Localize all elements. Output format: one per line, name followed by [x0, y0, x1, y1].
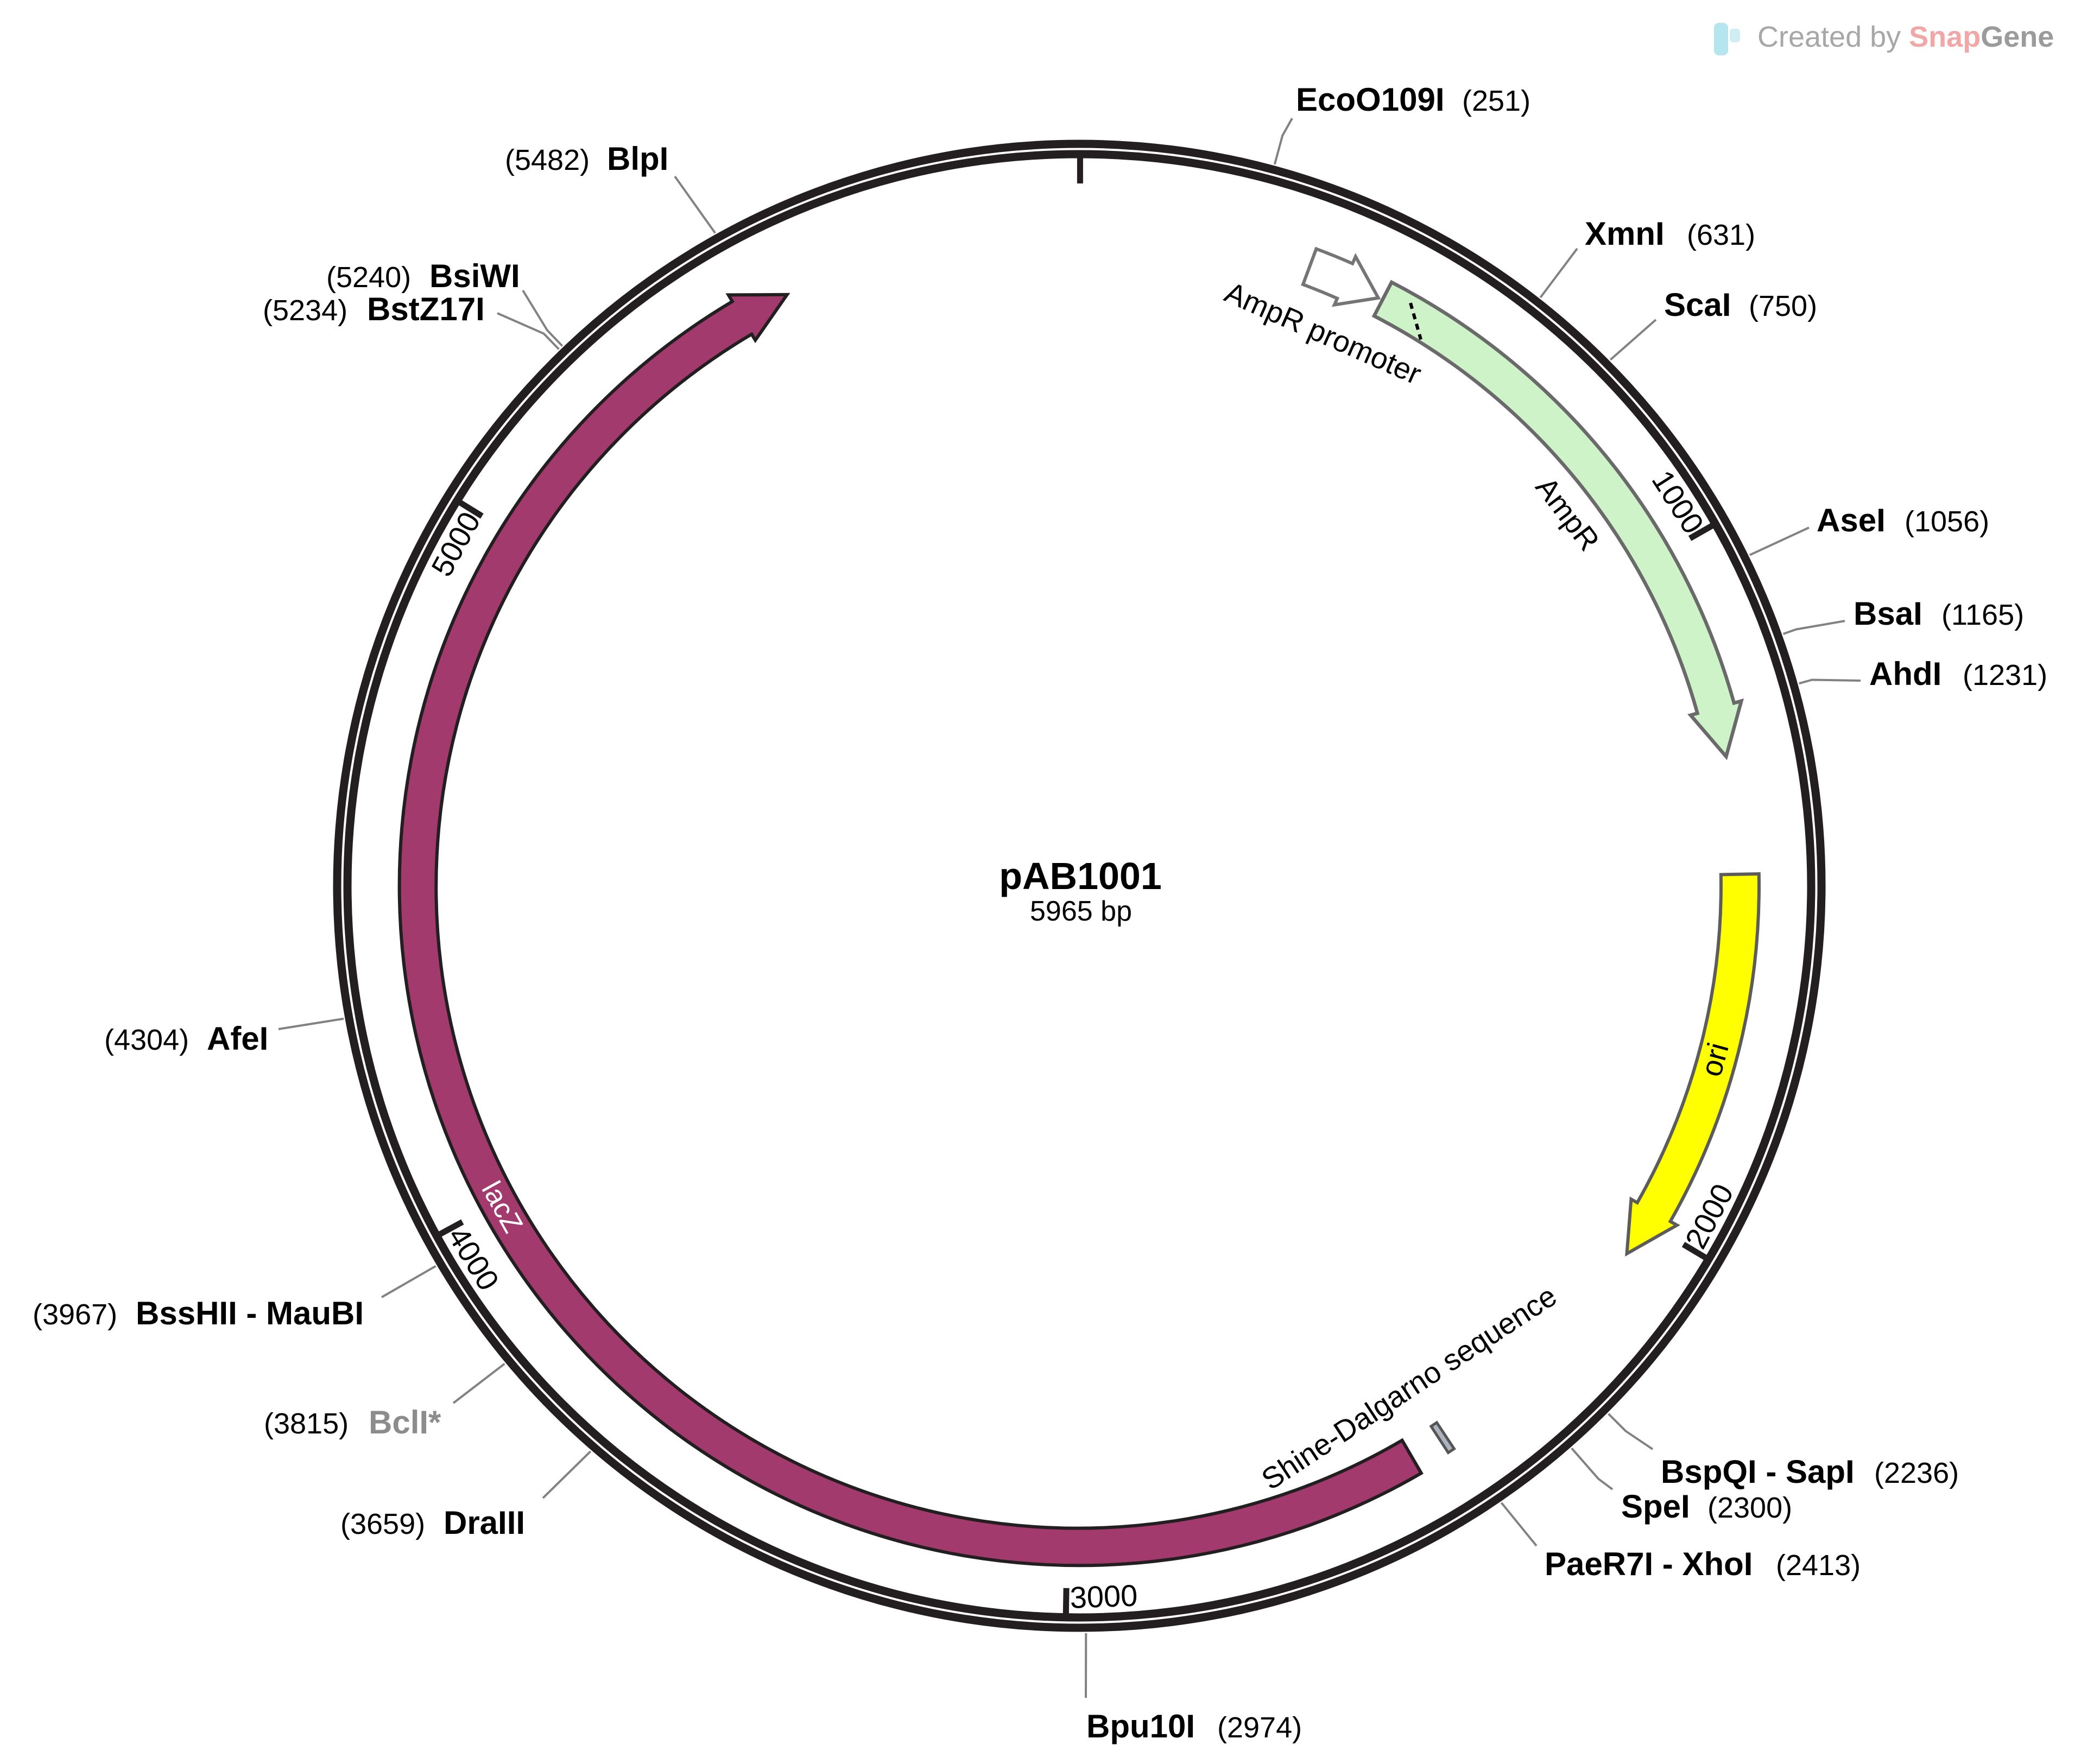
svg-text:EcoO109I: EcoO109I	[1296, 81, 1445, 118]
svg-text:(5482): (5482)	[505, 144, 590, 176]
svg-text:(2413): (2413)	[1776, 1549, 1861, 1582]
svg-text:BspQI - SapI: BspQI - SapI	[1661, 1454, 1855, 1490]
svg-text:(2974): (2974)	[1217, 1711, 1302, 1744]
svg-text:(750): (750)	[1749, 290, 1817, 322]
svg-text:PaeR7I - XhoI: PaeR7I - XhoI	[1545, 1546, 1753, 1582]
svg-text:(5234): (5234)	[263, 294, 347, 327]
svg-text:DraIII: DraIII	[444, 1505, 525, 1541]
svg-text:5965 bp: 5965 bp	[1030, 896, 1132, 927]
svg-text:BsiWI: BsiWI	[429, 258, 520, 294]
svg-text:(1165): (1165)	[1941, 599, 2024, 631]
svg-text:pAB1001: pAB1001	[999, 855, 1162, 897]
svg-text:(3815): (3815)	[264, 1407, 349, 1440]
svg-text:BssHII - MauBI: BssHII - MauBI	[136, 1295, 364, 1331]
svg-text:AseI: AseI	[1817, 502, 1886, 538]
svg-text:Bpu10I: Bpu10I	[1086, 1708, 1195, 1744]
svg-text:3000: 3000	[1070, 1578, 1138, 1615]
svg-text:(2300): (2300)	[1707, 1492, 1792, 1524]
svg-text:(3967): (3967)	[33, 1298, 117, 1331]
svg-text:AhdI: AhdI	[1869, 656, 1941, 692]
svg-text:AfeI: AfeI	[207, 1020, 268, 1057]
svg-text:BsaI: BsaI	[1854, 595, 1922, 632]
svg-text:(251): (251)	[1462, 85, 1530, 117]
svg-text:(2236): (2236)	[1874, 1457, 1959, 1489]
svg-text:BstZ17I: BstZ17I	[367, 291, 485, 327]
svg-text:Created by SnapGene: Created by SnapGene	[1757, 21, 2054, 53]
svg-text:(1056): (1056)	[1905, 505, 1989, 538]
svg-text:(5240): (5240)	[326, 261, 411, 294]
svg-text:(4304): (4304)	[104, 1024, 189, 1056]
svg-text:XmnI: XmnI	[1585, 215, 1665, 252]
svg-text:(3659): (3659)	[340, 1508, 425, 1540]
svg-text:(1231): (1231)	[1963, 659, 2047, 691]
svg-text:(631): (631)	[1687, 219, 1755, 251]
svg-text:BclI*: BclI*	[369, 1404, 441, 1441]
svg-text:SpeI: SpeI	[1621, 1488, 1690, 1525]
svg-text:BlpI: BlpI	[607, 141, 668, 177]
svg-text:ScaI: ScaI	[1664, 287, 1731, 323]
